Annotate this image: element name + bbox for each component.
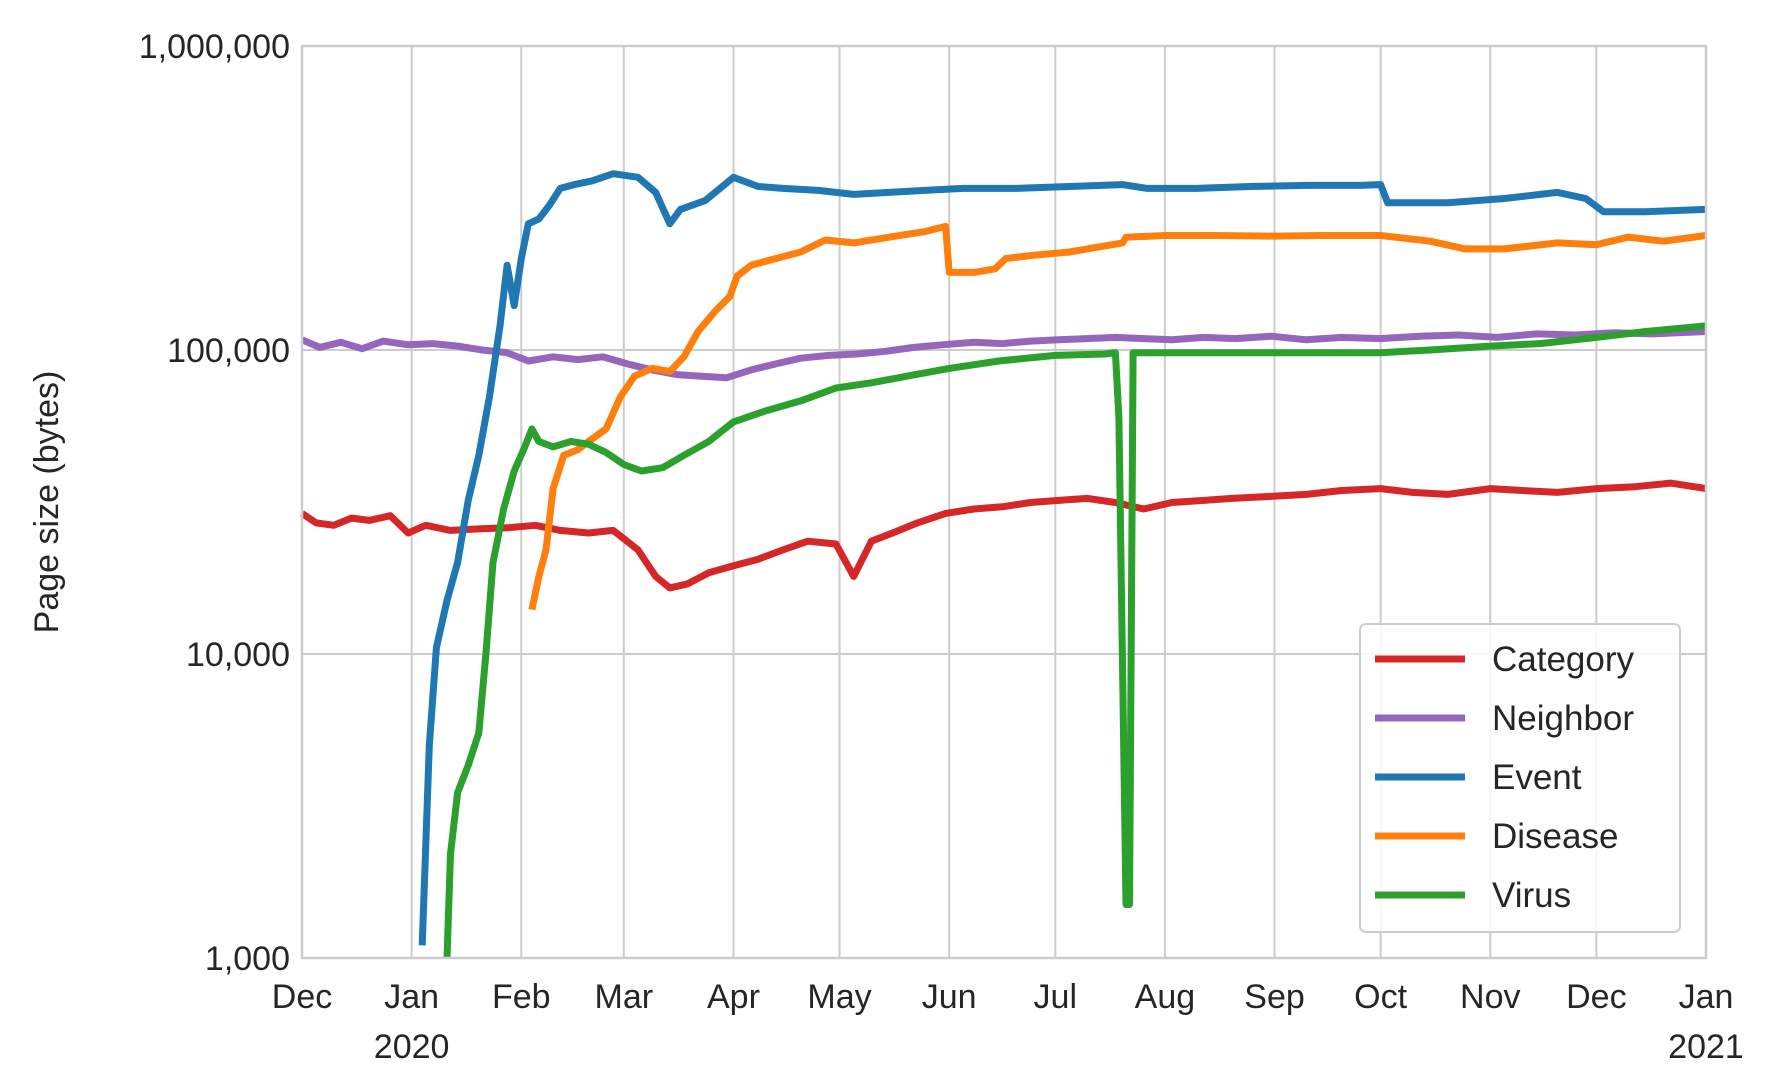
plot-frame	[300, 44, 1708, 960]
x-tick-sublabel: 2021	[1668, 1028, 1744, 1066]
legend-label-category: Category	[1492, 640, 1635, 679]
x-axis-ticks: Dec Jan 2020 Feb Mar Apr May Jun Jul Aug Sep Oct Nov…	[272, 978, 1744, 1066]
x-tick-label: Jun	[922, 978, 977, 1016]
x-tick-label: Jan	[384, 978, 439, 1016]
series-line-disease	[528, 222, 1707, 611]
series-line-virus	[443, 322, 1707, 959]
legend-label-disease: Disease	[1492, 817, 1618, 856]
y-axis-ticks: 1,000 10,000 100,000 1,000,000	[139, 28, 290, 978]
series-line-category	[300, 479, 1707, 592]
y-axis-label: Page size (bytes)	[28, 371, 66, 634]
series-lines	[300, 170, 1707, 959]
x-tick-sublabel: 2020	[374, 1028, 450, 1066]
x-tick-label: Mar	[595, 978, 654, 1016]
y-tick-label: 1,000,000	[139, 28, 290, 66]
y-tick-label: 1,000	[205, 940, 290, 978]
series-line-event	[418, 170, 1707, 946]
series-line-neighbor	[300, 328, 1707, 382]
x-tick-label: Nov	[1460, 978, 1520, 1016]
x-tick-label: Dec	[1566, 978, 1626, 1016]
x-tick-label: May	[807, 978, 871, 1016]
x-tick-label: Apr	[707, 978, 760, 1016]
x-tick-label: Jan	[1679, 978, 1734, 1016]
x-tick-label: Dec	[272, 978, 332, 1016]
x-tick-label: Jul	[1034, 978, 1077, 1016]
x-tick-label: Feb	[492, 978, 551, 1016]
legend-label-virus: Virus	[1492, 876, 1571, 915]
legend-label-event: Event	[1492, 758, 1582, 797]
x-tick-label: Oct	[1354, 978, 1407, 1016]
axes-frame	[300, 44, 1708, 960]
x-tick-label: Aug	[1135, 978, 1196, 1016]
y-tick-label: 10,000	[186, 636, 290, 674]
legend-label-neighbor: Neighbor	[1492, 699, 1634, 738]
y-tick-label: 100,000	[167, 332, 290, 370]
x-tick-label: Sep	[1244, 978, 1305, 1016]
legend: Category Neighbor Event Disease Virus	[1359, 623, 1681, 933]
legend-box	[1359, 623, 1681, 933]
